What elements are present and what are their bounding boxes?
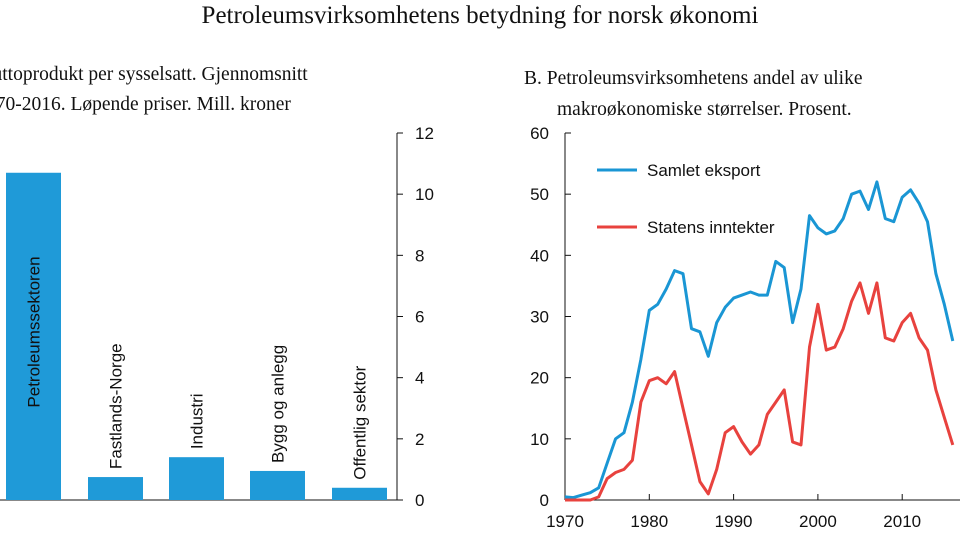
chart-b-x-tick-label: 2010 [883, 512, 921, 531]
chart-b-x-tick-label: 1990 [715, 512, 753, 531]
page-title: Petroleumsvirksomhetens betydning for no… [201, 2, 759, 29]
legend-label: Samlet eksport [647, 161, 761, 180]
chart-a-category-label: Industri [188, 393, 207, 449]
chart-b-y-tick-label: 40 [530, 246, 549, 265]
chart-a-bar [88, 477, 143, 500]
chart-b-x-tick-label: 1970 [546, 512, 584, 531]
chart-b-y-tick-label: 10 [530, 430, 549, 449]
series-line-statens-inntekter [565, 281, 955, 502]
chart-b-x-tick-label: 2000 [799, 512, 837, 531]
chart-a-category-label: Fastlands-Norge [107, 343, 126, 469]
chart-a-category-label: Petroleumssektoren [25, 256, 44, 407]
legend-label: Statens inntekter [647, 218, 775, 237]
series-line-samlet-eksport [564, 180, 955, 500]
chart-a-y-tick-label: 0 [415, 491, 424, 510]
chart-a-y-tick-label: 2 [415, 430, 424, 449]
chart-b-y-tick-label: 0 [540, 491, 549, 510]
chart-a-bar [169, 457, 224, 500]
chart-a-y-tick-label: 6 [415, 308, 424, 327]
chart-a-title-line-2: 970-2016. Løpende priser. Mill. kroner [0, 94, 291, 115]
chart-a-y-tick-label: 4 [415, 369, 424, 388]
chart-b-x-tick-label: 1980 [630, 512, 668, 531]
chart-b-title-line-2: makroøkonomiske størrelser. Prosent. [557, 99, 852, 120]
chart-a-y-tick-label: 12 [415, 124, 434, 143]
chart-a-bar [250, 470, 305, 500]
chart-b-y-tick-label: 30 [530, 308, 549, 327]
chart-b-y-tick-label: 50 [530, 185, 549, 204]
chart-a-category-label: Offentlig sektor [351, 365, 370, 479]
chart-a-y-tick-label: 10 [415, 185, 434, 204]
chart-a-title-line-1: ruttoprodukt per sysselsatt. Gjennomsnit… [0, 64, 308, 85]
chart-b-title-line-1: B. Petroleumsvirksomhetens andel av ulik… [524, 68, 863, 89]
chart-a-bar [6, 172, 61, 500]
chart-a-category-label: Bygg og anlegg [269, 345, 288, 463]
chart-a-y-tick-label: 8 [415, 246, 424, 265]
chart-b-y-tick-label: 20 [530, 369, 549, 388]
chart-b-y-tick-label: 60 [530, 124, 549, 143]
chart-a-bar [332, 487, 387, 500]
